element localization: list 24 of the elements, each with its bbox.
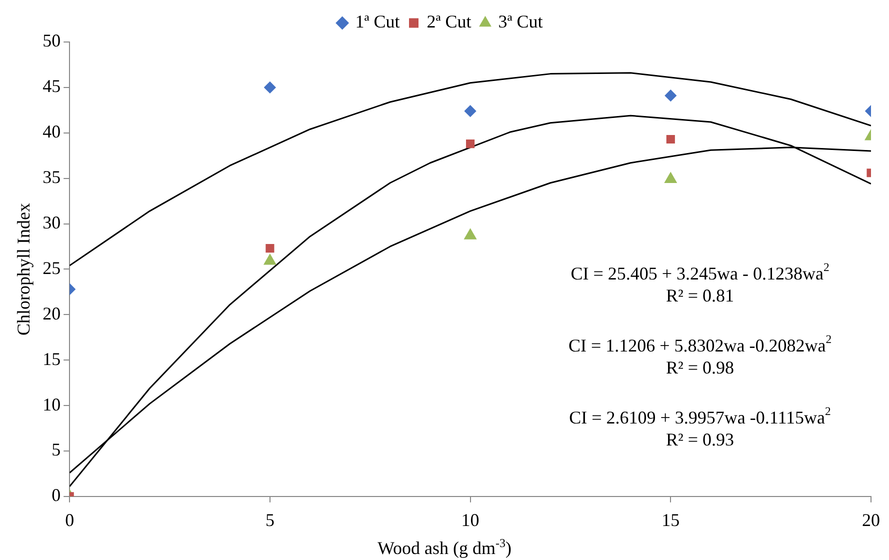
y-tick-label: 15	[42, 348, 61, 369]
y-tick-label: 45	[42, 76, 61, 96]
legend-label: 1ª Cut	[355, 12, 400, 32]
annotation: R² = 0.98	[666, 358, 734, 378]
y-tick-label: 0	[52, 485, 61, 506]
y-axis-title: Chlorophyll Index	[14, 202, 34, 336]
x-tick-label: 20	[862, 510, 880, 530]
annotation: R² = 0.81	[666, 286, 734, 306]
y-tick-label: 40	[42, 122, 61, 142]
legend-label: 2ª Cut	[426, 12, 472, 32]
y-tick-label: 20	[42, 303, 61, 324]
x-tick-label: 5	[265, 510, 274, 530]
annotation: R² = 0.93	[666, 430, 734, 450]
y-tick-label: 10	[42, 394, 61, 414]
y-tick-label: 5	[52, 440, 61, 460]
y-tick-label: 35	[42, 167, 61, 188]
x-tick-label: 0	[65, 510, 74, 530]
x-axis-title: Wood ash (g dm$^{-3}$)	[376, 536, 513, 559]
y-tick-label: 25	[42, 258, 61, 278]
y-tick-label: 30	[42, 212, 61, 232]
legend-label: 3ª Cut	[498, 12, 543, 32]
y-tick-label: 50	[42, 30, 61, 51]
x-tick-label: 15	[662, 510, 680, 530]
x-tick-label: 10	[461, 510, 480, 530]
